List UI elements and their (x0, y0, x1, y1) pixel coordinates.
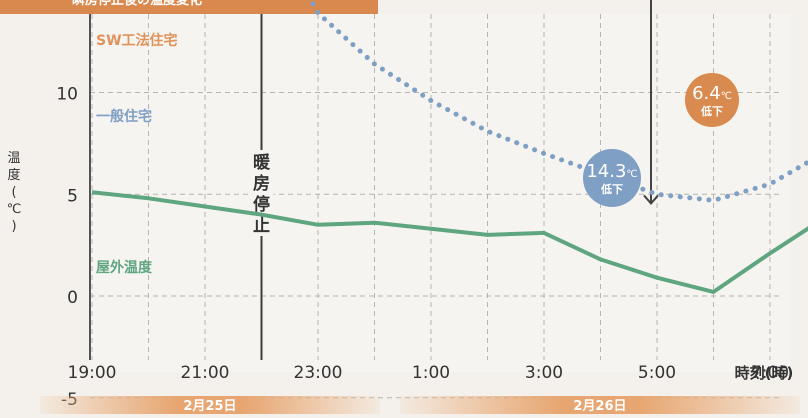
event-label-char: 房 (253, 173, 270, 194)
event-label-char: 暖 (253, 152, 271, 173)
x-tick-label: 7:00 (751, 363, 789, 383)
y-axis-label-text: 温度(℃) (6, 151, 22, 234)
x-tick-label: 19:00 (68, 363, 117, 383)
event-label-bg (249, 150, 274, 236)
x-axis-label: 時刻(時) (735, 364, 794, 382)
series-label: 屋外温度 (96, 259, 153, 276)
drop-badge-value: 14.3℃ (586, 161, 637, 182)
date-band-feb26: 2月26日 (400, 396, 800, 414)
event-label-char: 止 (253, 215, 270, 236)
drop-badge (685, 73, 739, 127)
x-tick-label: 3:00 (525, 363, 563, 383)
x-tick-label: 1:00 (412, 363, 450, 383)
date-band-feb25: 2月25日 (40, 396, 380, 414)
series-label: 一般住宅 (96, 108, 152, 125)
date-label-feb26: 2月26日 (573, 399, 627, 414)
drop-badge-text: 低下 (700, 104, 723, 118)
series-label: SW工法住宅 (96, 32, 178, 49)
y-tick-label: 10 (56, 85, 78, 105)
chart-header-tab: 瞬房停止後の温度変化 (0, 0, 378, 14)
drop-badge-text: 低下 (600, 182, 623, 196)
plot-area (90, 14, 790, 372)
y-axis-label: 温度(℃) (6, 150, 22, 235)
event-label-char: 停 (253, 194, 270, 215)
x-tick-label: 5:00 (638, 363, 676, 383)
x-tick-label: 21:00 (181, 363, 230, 383)
drop-arrow-general-head-bottom (643, 194, 659, 205)
x-tick-label: 23:00 (294, 363, 343, 383)
chart-header-title: 瞬房停止後の温度変化 (72, 0, 203, 8)
y-tick-label: 15 (56, 0, 78, 3)
drop-badge (583, 149, 641, 207)
date-label-feb25: 2月25日 (183, 399, 237, 414)
series-line-outdoor (91, 190, 808, 294)
y-tick-label: 0 (67, 288, 78, 308)
y-tick-label: 5 (67, 186, 78, 206)
